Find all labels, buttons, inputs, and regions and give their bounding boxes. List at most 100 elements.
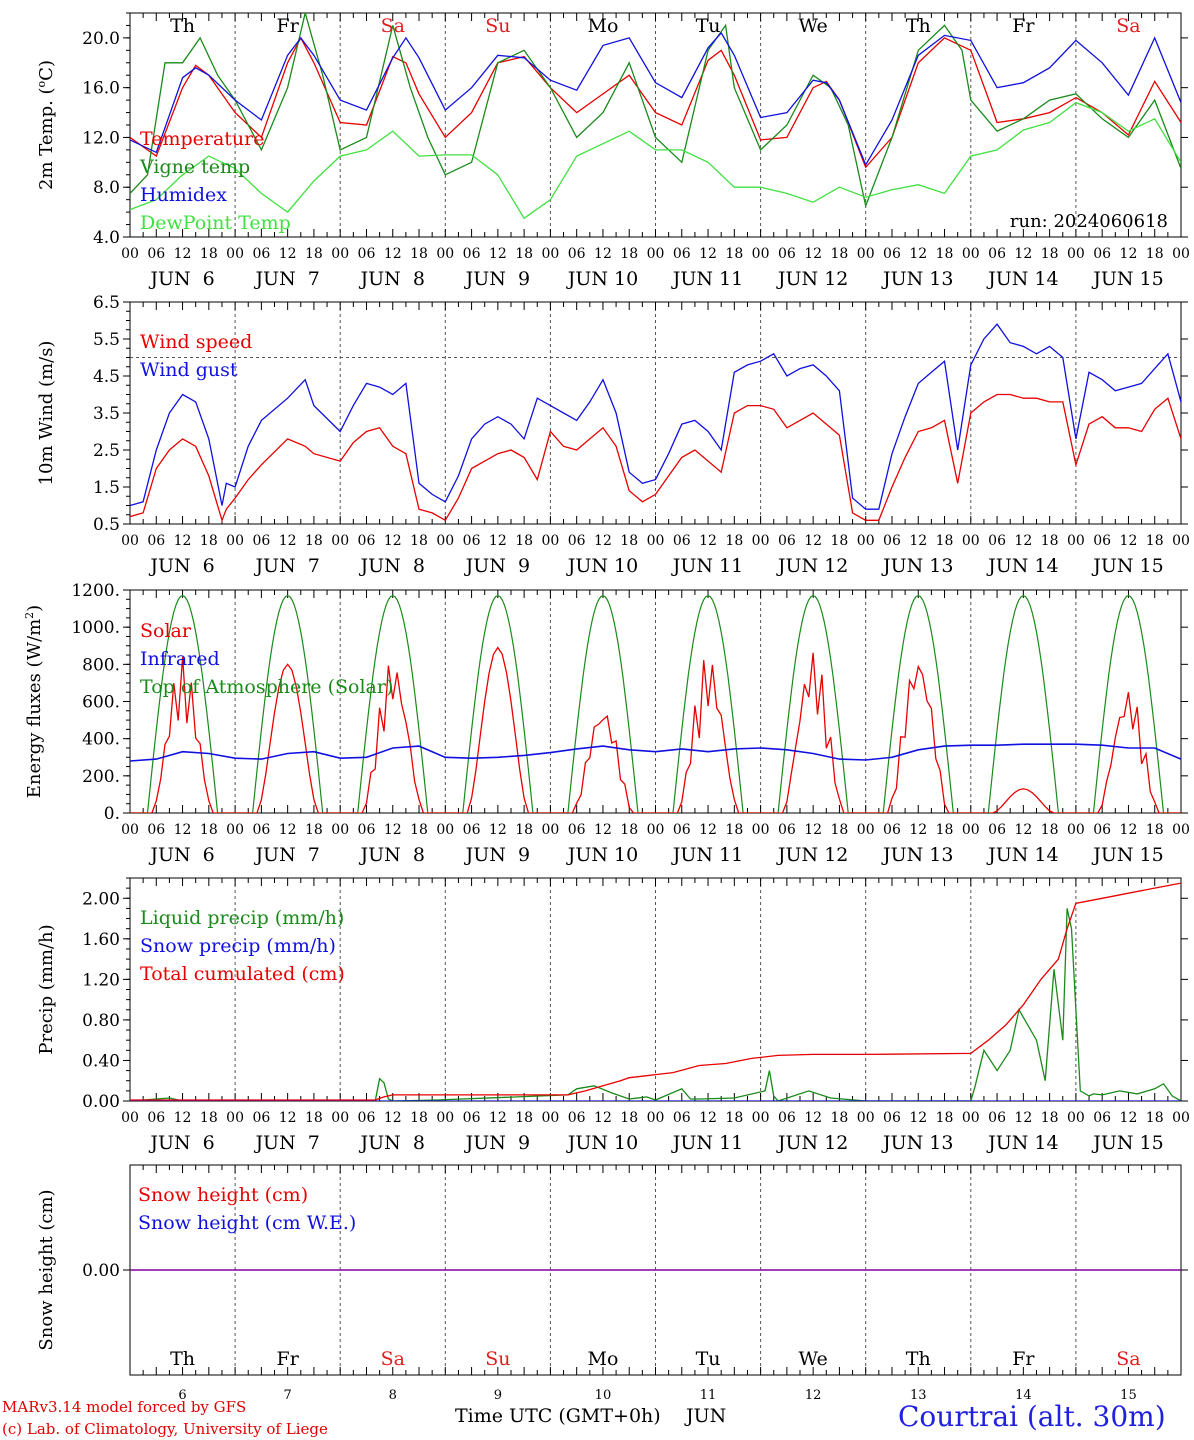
day-number-label: 11 bbox=[700, 1388, 717, 1403]
day-number-label: 8 bbox=[389, 1388, 397, 1403]
y-tick-label: 400. bbox=[82, 730, 120, 750]
panel-frame bbox=[129, 12, 1182, 238]
legend-entry: DewPoint Temp bbox=[140, 212, 291, 234]
x-date-label: JUN 6 bbox=[148, 268, 214, 290]
x-hour-label: 12 bbox=[174, 822, 192, 838]
x-date-label: JUN 10 bbox=[566, 844, 638, 866]
x-hour-label: 06 bbox=[358, 1110, 376, 1126]
x-hour-label: 18 bbox=[515, 533, 533, 549]
x-hour-label: 00 bbox=[857, 1110, 875, 1126]
bracket: ) bbox=[24, 605, 45, 612]
x-hour-label: 12 bbox=[384, 533, 402, 549]
legend-entry: Snow height (cm) bbox=[138, 1184, 308, 1206]
x-hour-label: 00 bbox=[226, 1110, 244, 1126]
weekday-label: Fr bbox=[277, 15, 300, 37]
x-hour-label: 06 bbox=[568, 246, 586, 262]
x-date-label: JUN 11 bbox=[671, 1132, 743, 1154]
x-hour-label: 06 bbox=[463, 533, 481, 549]
x-hour-label: 00 bbox=[647, 822, 665, 838]
x-hour-label: 12 bbox=[909, 246, 927, 262]
x-hour-label: 06 bbox=[988, 533, 1006, 549]
x-hour-label: 12 bbox=[279, 822, 297, 838]
x-hour-label: 00 bbox=[1067, 1110, 1085, 1126]
x-date-label: JUN 7 bbox=[253, 555, 319, 577]
x-hour-label: 00 bbox=[121, 533, 139, 549]
day-number-label: 14 bbox=[1015, 1388, 1032, 1403]
x-hour-label: 00 bbox=[436, 246, 454, 262]
x-date-label: JUN 10 bbox=[566, 555, 638, 577]
x-hour-label: 18 bbox=[831, 533, 849, 549]
x-hour-label: 06 bbox=[463, 822, 481, 838]
x-hour-label: 06 bbox=[883, 1110, 901, 1126]
day-number-label: 7 bbox=[284, 1388, 292, 1403]
x-hour-label: 00 bbox=[541, 822, 559, 838]
day-number-label: 15 bbox=[1120, 1388, 1137, 1403]
x-hour-label: 06 bbox=[673, 1110, 691, 1126]
x-date-label: JUN 11 bbox=[671, 555, 743, 577]
x-hour-label: 00 bbox=[647, 533, 665, 549]
x-hour-label: 00 bbox=[857, 533, 875, 549]
x-hour-label: 18 bbox=[936, 533, 954, 549]
weekday-label: We bbox=[799, 1348, 828, 1370]
y-tick-label: 2.5 bbox=[93, 441, 120, 461]
x-hour-label: 18 bbox=[305, 533, 323, 549]
x-hour-label: 06 bbox=[463, 246, 481, 262]
x-hour-label: 18 bbox=[305, 822, 323, 838]
weekday-label: Sa bbox=[381, 1348, 405, 1370]
weekday-label: Fr bbox=[1012, 1348, 1035, 1370]
weekday-label: Sa bbox=[381, 15, 405, 37]
day-number-label: 9 bbox=[494, 1388, 502, 1403]
series-line bbox=[130, 323, 1181, 510]
x-date-label: JUN 7 bbox=[253, 844, 319, 866]
x-hour-label: 12 bbox=[1120, 822, 1138, 838]
legend-entry: Wind gust bbox=[140, 359, 238, 381]
x-hour-label: 06 bbox=[568, 822, 586, 838]
x-hour-label: 06 bbox=[778, 246, 796, 262]
x-hour-label: 18 bbox=[936, 246, 954, 262]
x-date-label: JUN 8 bbox=[359, 268, 425, 290]
x-date-label: JUN 8 bbox=[359, 1132, 425, 1154]
legend-entry: Infrared bbox=[140, 648, 220, 670]
x-hour-label: 00 bbox=[962, 822, 980, 838]
x-hour-label: 18 bbox=[725, 246, 743, 262]
weekday-label: Sa bbox=[1116, 15, 1140, 37]
x-hour-label: 00 bbox=[1172, 246, 1190, 262]
solar-line bbox=[130, 646, 1181, 813]
plot-area bbox=[130, 323, 1181, 523]
x-date-label: JUN 12 bbox=[776, 1132, 848, 1154]
y-tick-label: 4.5 bbox=[93, 367, 120, 387]
x-date-label: JUN 8 bbox=[359, 844, 425, 866]
x-hour-label: 18 bbox=[1041, 246, 1059, 262]
x-date-label: JUN 8 bbox=[359, 555, 425, 577]
x-date-label: JUN 15 bbox=[1091, 1132, 1163, 1154]
weekday-label: Th bbox=[170, 1348, 195, 1370]
x-hour-label: 18 bbox=[200, 533, 218, 549]
panel-5: Snow height (cm) bbox=[36, 1164, 1188, 1376]
x-hour-label: 18 bbox=[1146, 246, 1164, 262]
x-date-label: JUN 12 bbox=[776, 555, 848, 577]
series-line bbox=[130, 101, 1181, 220]
x-hour-label: 12 bbox=[804, 1110, 822, 1126]
legend-entry: Top of Atmosphere (Solar) bbox=[140, 676, 393, 698]
x-hour-label: 00 bbox=[647, 1110, 665, 1126]
x-hour-label: 12 bbox=[174, 246, 192, 262]
x-hour-label: 12 bbox=[1014, 533, 1032, 549]
legend-entry: Snow precip (mm/h) bbox=[140, 935, 336, 957]
x-hour-label: 06 bbox=[988, 1110, 1006, 1126]
x-hour-label: 12 bbox=[384, 822, 402, 838]
x-hour-label: 18 bbox=[831, 822, 849, 838]
y-tick-label: 0.5 bbox=[93, 515, 120, 535]
x-date-label: JUN 14 bbox=[986, 268, 1058, 290]
x-date-label: JUN 14 bbox=[986, 555, 1058, 577]
x-hour-label: 06 bbox=[147, 822, 165, 838]
x-hour-label: 00 bbox=[541, 533, 559, 549]
x-hour-label: 12 bbox=[1120, 533, 1138, 549]
day-number-label: 6 bbox=[178, 1388, 186, 1403]
x-hour-label: 12 bbox=[804, 822, 822, 838]
x-date-label: JUN 12 bbox=[776, 844, 848, 866]
x-hour-label: 00 bbox=[962, 533, 980, 549]
x-hour-label: 12 bbox=[174, 1110, 192, 1126]
y-tick-label: 3.5 bbox=[93, 404, 120, 424]
x-hour-label: 06 bbox=[778, 1110, 796, 1126]
legend-entry: Vigne temp bbox=[139, 156, 250, 178]
